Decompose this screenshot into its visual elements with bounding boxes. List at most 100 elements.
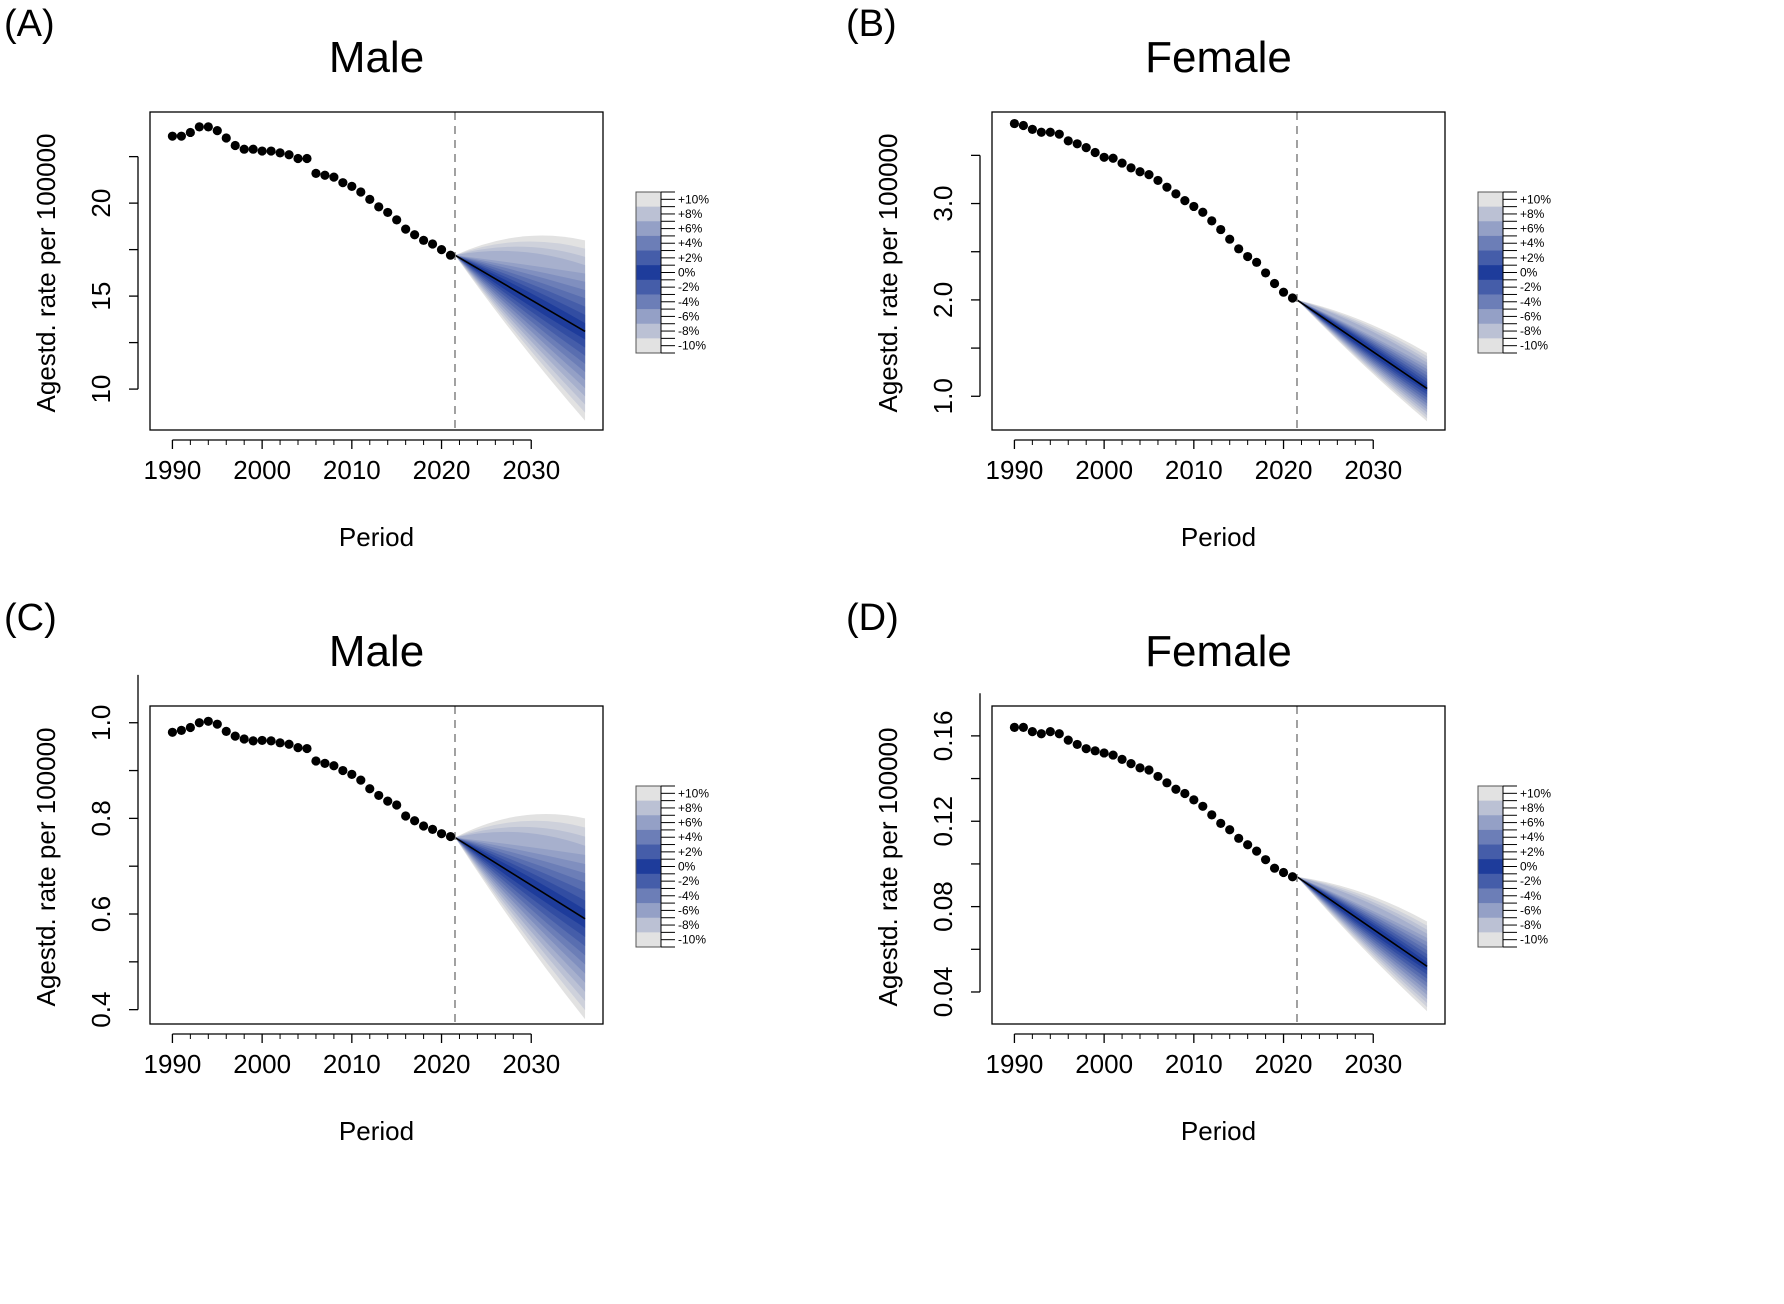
- y-axis-title: Agestd. rate per 100000: [31, 134, 61, 413]
- legend-swatch: [1478, 859, 1503, 875]
- observed-point: [1081, 143, 1091, 153]
- observed-point: [185, 722, 195, 733]
- observed-point: [176, 131, 186, 141]
- x-tick-label: 2020: [413, 1049, 471, 1079]
- legend-label: +4%: [1520, 830, 1545, 844]
- plot-frame: [149, 111, 604, 431]
- y-tick-label: 10: [86, 375, 116, 404]
- chart-title: Female: [1145, 33, 1292, 82]
- legend-label: -6%: [1520, 309, 1542, 323]
- legend-swatch: [636, 279, 661, 295]
- observed-point: [1153, 771, 1163, 782]
- observed-point: [338, 178, 348, 188]
- plot-frame: [991, 111, 1446, 431]
- legend-swatch: [1478, 323, 1503, 339]
- observed-point: [436, 245, 447, 255]
- legend-label: +2%: [678, 845, 703, 859]
- observed-point: [320, 758, 330, 768]
- chart-title: Female: [1145, 627, 1292, 676]
- legend-label: +10%: [1520, 786, 1551, 800]
- observed-point: [1162, 182, 1172, 192]
- chart-panel-1: (B) Female 1990 2000 2010 2020 2030 Period 1.0 2.…: [846, 3, 1551, 552]
- x-tick-label: 2020: [413, 455, 471, 485]
- observed-point: [1117, 158, 1127, 168]
- observed-point: [194, 718, 204, 728]
- x-tick-label: 1990: [144, 1049, 202, 1079]
- observed-point: [1269, 278, 1280, 289]
- legend-label: +8%: [678, 801, 703, 815]
- observed-point: [356, 187, 366, 197]
- legend-label: -2%: [678, 280, 700, 294]
- legend-label: -10%: [1520, 933, 1548, 947]
- observed-point: [1009, 118, 1020, 129]
- legend-swatch: [1478, 309, 1503, 325]
- chart-panel-2: (C) Male 1990 2000 2010 2020 2030 Period 0.4 0.6 0…: [4, 597, 709, 1146]
- observed-point: [311, 756, 321, 766]
- legend-swatch: [636, 265, 661, 281]
- chart-title: Male: [329, 627, 424, 676]
- observed-point: [1180, 196, 1190, 206]
- observed-point: [401, 811, 411, 821]
- legend-swatch: [636, 786, 661, 802]
- legend-label: -8%: [1520, 324, 1542, 338]
- observed-point: [1126, 163, 1136, 173]
- observed-point: [1260, 855, 1271, 865]
- legend-swatch: [636, 844, 661, 860]
- legend-swatch: [636, 829, 661, 846]
- y-axis-title: Agestd. rate per 100000: [873, 728, 903, 1007]
- observed-point: [418, 235, 429, 245]
- observed-point: [1198, 207, 1208, 217]
- observed-point: [1045, 727, 1055, 737]
- legend-swatch: [636, 903, 661, 919]
- observed-point: [383, 207, 393, 218]
- legend-label: 0%: [678, 266, 696, 280]
- observed-point: [1144, 765, 1154, 775]
- x-tick-label: 2010: [1165, 455, 1223, 485]
- chart-panel-0: (A) Male 1990 2000 2010 2020 2030 Period 10 15 20 A…: [4, 3, 709, 552]
- y-tick-label: 0.4: [86, 992, 116, 1028]
- observed-point: [1108, 153, 1118, 163]
- observed-point: [1072, 139, 1082, 149]
- legend-swatch: [1478, 279, 1503, 295]
- legend-label: +2%: [678, 251, 703, 265]
- legend-label: +6%: [678, 816, 703, 830]
- observed-point: [1198, 801, 1208, 811]
- legend-swatch: [636, 206, 661, 222]
- observed-point: [1171, 784, 1181, 794]
- legend-label: 0%: [1520, 860, 1538, 874]
- observed-point: [221, 726, 231, 736]
- forecast-band-8: [454, 837, 586, 956]
- legend-swatch: [636, 309, 661, 325]
- observed-point: [1225, 234, 1235, 244]
- y-tick-label: 1.0: [86, 705, 116, 741]
- plot-frame: [149, 705, 604, 1025]
- legend-swatch: [636, 932, 661, 948]
- x-tick-label: 2000: [233, 455, 291, 485]
- observed-point: [1225, 825, 1235, 835]
- observed-point: [311, 168, 321, 178]
- observed-point: [239, 144, 249, 154]
- forecast-band-8: [454, 255, 586, 364]
- y-tick-label: 20: [86, 189, 116, 218]
- x-tick-label: 1990: [144, 455, 202, 485]
- legend-label: -6%: [1520, 903, 1542, 917]
- y-tick-label: 0.04: [928, 967, 958, 1018]
- observed-point: [230, 140, 240, 151]
- y-tick-label: 15: [86, 282, 116, 311]
- legend-swatch: [1478, 221, 1503, 237]
- observed-point: [1269, 863, 1280, 873]
- forecast-band-9: [454, 255, 586, 356]
- legend-label: -2%: [1520, 280, 1542, 294]
- forecast-band-7: [454, 837, 586, 965]
- observed-point: [1126, 759, 1136, 769]
- x-tick-label: 2030: [1344, 1049, 1402, 1079]
- observed-point: [1108, 750, 1118, 760]
- observed-point: [1063, 136, 1073, 146]
- legend-label: +6%: [1520, 816, 1545, 830]
- observed-point: [1243, 251, 1253, 262]
- legend-swatch: [636, 221, 661, 237]
- observed-point: [410, 816, 420, 826]
- x-tick-label: 1990: [986, 455, 1044, 485]
- legend-swatch: [1478, 903, 1503, 919]
